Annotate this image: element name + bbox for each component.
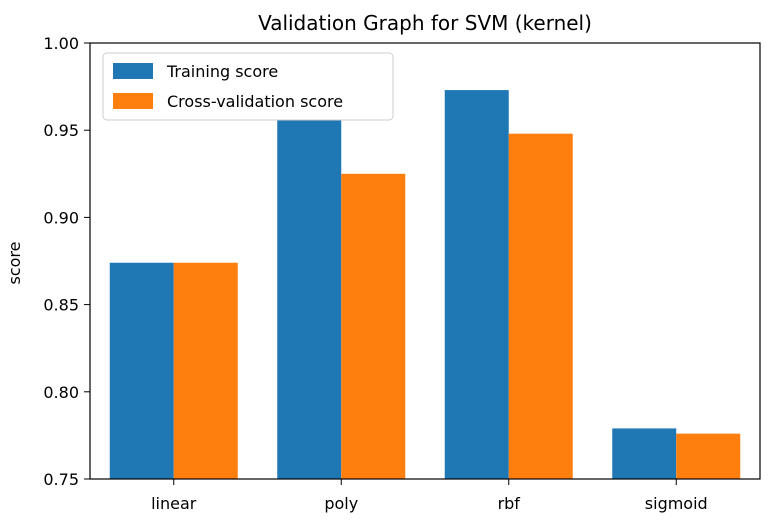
bars-group [109, 90, 741, 480]
plot-frame [89, 42, 761, 480]
y-tick-label: 0.75 [43, 470, 79, 489]
legend-label-training: Training score [166, 62, 278, 81]
bar-poly-training [277, 119, 342, 480]
x-tick-label-rbf: rbf [498, 494, 521, 513]
y-tick-label: 1.00 [43, 34, 79, 53]
x-tick-label-poly: poly [324, 494, 358, 513]
legend-swatch-training [113, 63, 153, 79]
bar-sigmoid-cv [676, 433, 741, 479]
x-axis-ticks: linear poly rbf sigmoid [151, 479, 708, 513]
legend-swatch-cv [113, 93, 153, 109]
y-tick-label: 0.85 [43, 296, 79, 315]
bar-poly-cv [341, 173, 406, 480]
x-tick-label-sigmoid: sigmoid [645, 494, 708, 513]
legend-label-cv: Cross-validation score [167, 92, 343, 111]
y-axis-label: score [5, 242, 24, 285]
y-tick-label: 0.95 [43, 121, 79, 140]
legend: Training score Cross-validation score [102, 52, 394, 121]
y-tick-label: 0.80 [43, 383, 79, 402]
x-tick-label-linear: linear [151, 494, 197, 513]
bar-rbf-training [444, 90, 509, 479]
bar-linear-training [109, 262, 174, 479]
y-axis-ticks: 0.75 0.80 0.85 0.90 0.95 1.00 [43, 34, 90, 489]
chart-title: Validation Graph for SVM (kernel) [258, 11, 592, 35]
legend-box [102, 52, 394, 121]
bar-sigmoid-training [612, 428, 677, 479]
bar-linear-cv [173, 262, 238, 479]
y-tick-label: 0.90 [43, 208, 79, 227]
bar-rbf-cv [508, 133, 573, 480]
